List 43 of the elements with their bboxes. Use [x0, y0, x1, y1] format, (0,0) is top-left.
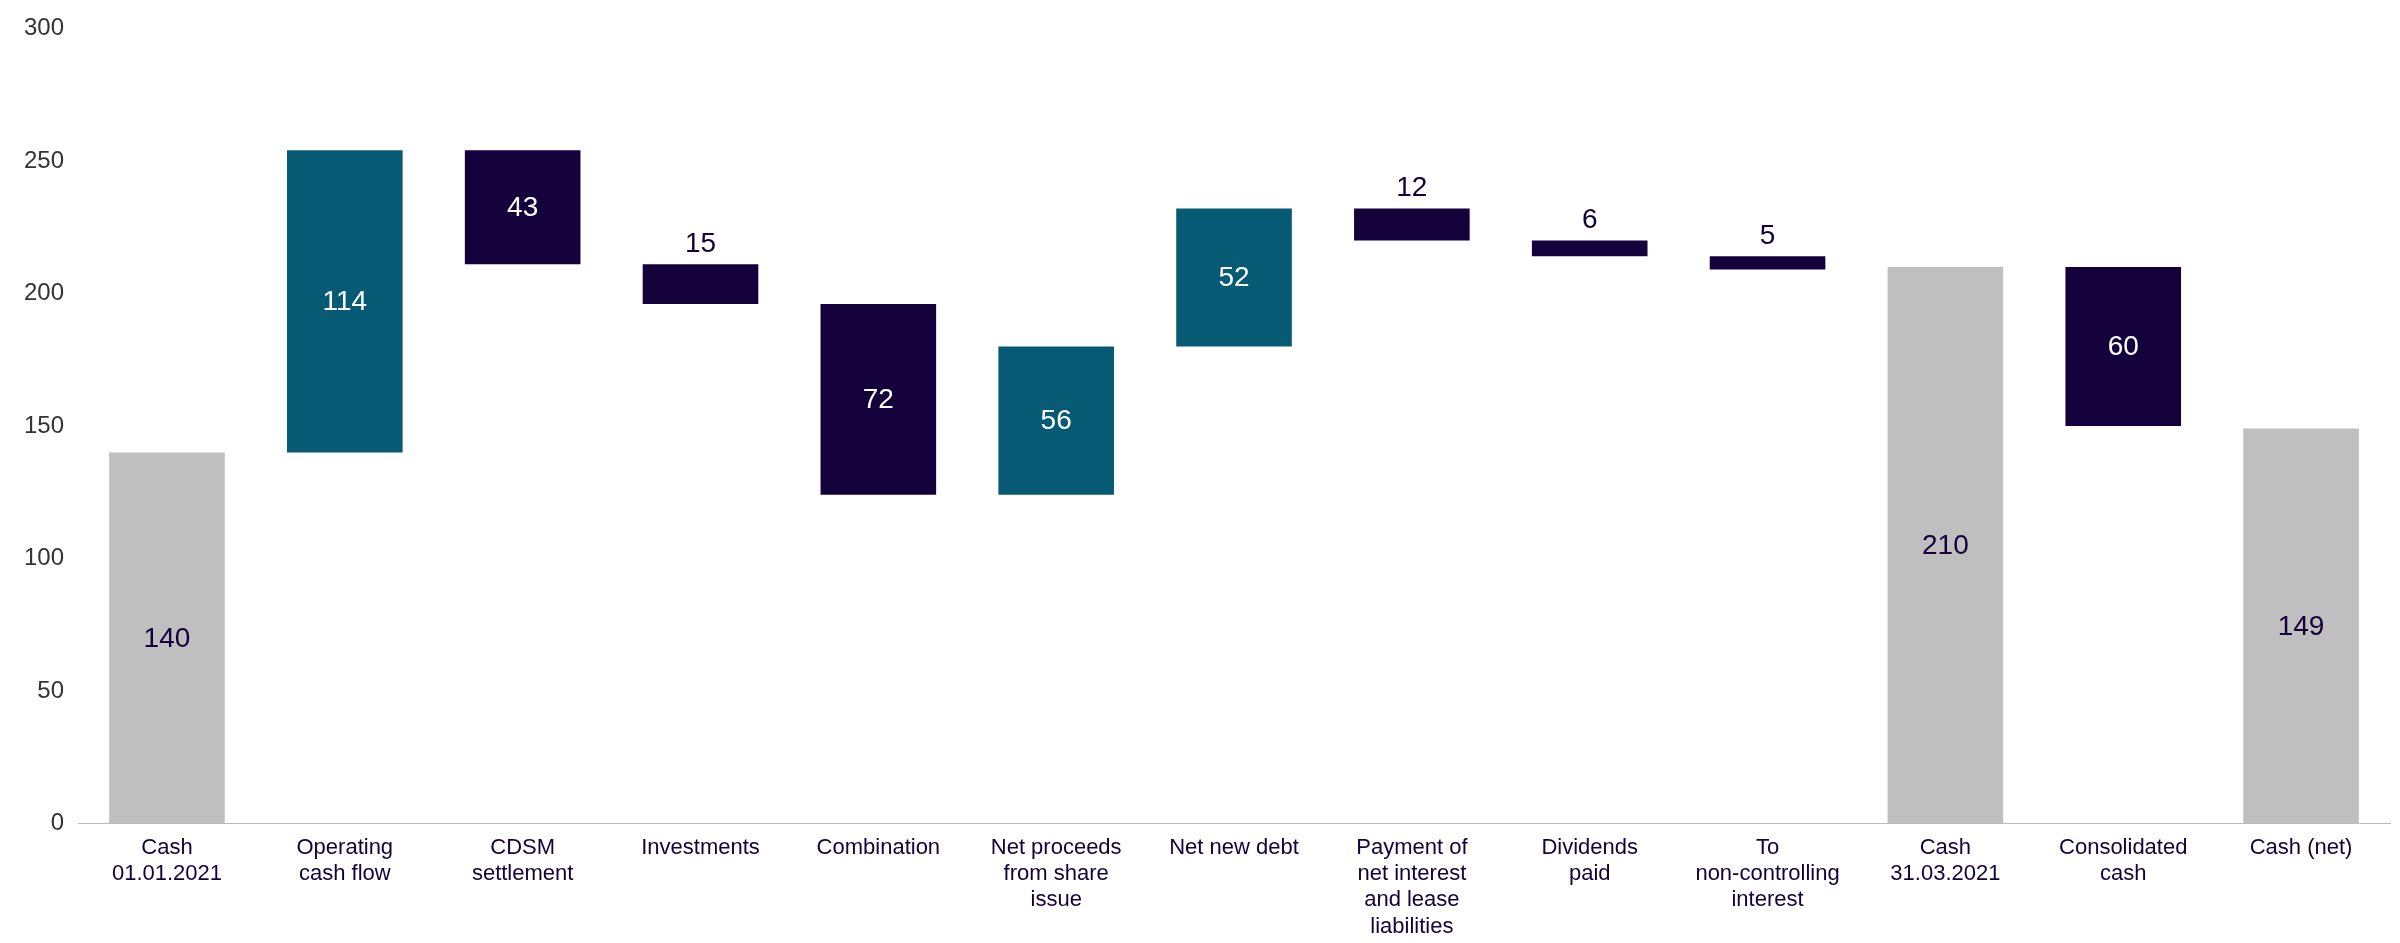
x-tick-label: Cash 01.01.2021	[111, 833, 223, 886]
data-label: 114	[322, 285, 368, 317]
bar	[287, 150, 403, 453]
y-tick-label: 0	[50, 808, 65, 836]
x-tick-label: Consolidated cash	[2059, 833, 2188, 886]
x-tick-label: Payment of net interest and lease liabilities	[1356, 833, 1469, 938]
y-tick-label: 100	[24, 543, 65, 571]
x-tick-label: To non-controlling interest	[1695, 833, 1840, 912]
data-label: 15	[684, 226, 717, 258]
y-tick-label: 50	[37, 675, 65, 703]
data-label: 12	[1396, 171, 1428, 203]
data-label: 6	[1581, 203, 1598, 235]
y-tick-label: 150	[24, 410, 65, 438]
data-label: 43	[507, 190, 539, 222]
data-label: 149	[2277, 609, 2325, 641]
bar	[1709, 256, 1826, 270]
data-label: 210	[1922, 528, 1969, 560]
y-tick-label: 250	[24, 145, 65, 173]
bar	[1176, 208, 1292, 347]
x-tick-label: Net proceeds from share issue	[990, 833, 1122, 912]
x-tick-label: Cash (net)	[2249, 833, 2353, 859]
y-tick-label: 300	[24, 13, 65, 41]
bar	[1354, 208, 1470, 241]
y-tick-label: 200	[24, 278, 65, 306]
data-label: 56	[1040, 404, 1072, 436]
bar	[642, 264, 759, 304]
x-tick-label: Investments	[641, 833, 760, 859]
x-tick-label: Operating cash flow	[296, 833, 394, 886]
x-tick-label: Combination	[816, 833, 941, 859]
bar	[2065, 266, 2182, 426]
x-tick-label: CDSM settlement	[471, 833, 574, 886]
data-label: 72	[862, 383, 894, 415]
data-label: 140	[143, 621, 191, 653]
bar	[820, 304, 937, 495]
x-tick-label: Cash 31.03.2021	[1890, 833, 2001, 886]
bar	[1531, 240, 1648, 257]
data-label: 52	[1218, 261, 1250, 293]
x-tick-label: Dividends paid	[1541, 833, 1639, 886]
data-label: 60	[2107, 330, 2139, 362]
bar	[464, 150, 581, 265]
data-label: 5	[1759, 219, 1776, 251]
bar	[998, 346, 1114, 495]
x-tick-label: Net new debt	[1169, 833, 1299, 859]
